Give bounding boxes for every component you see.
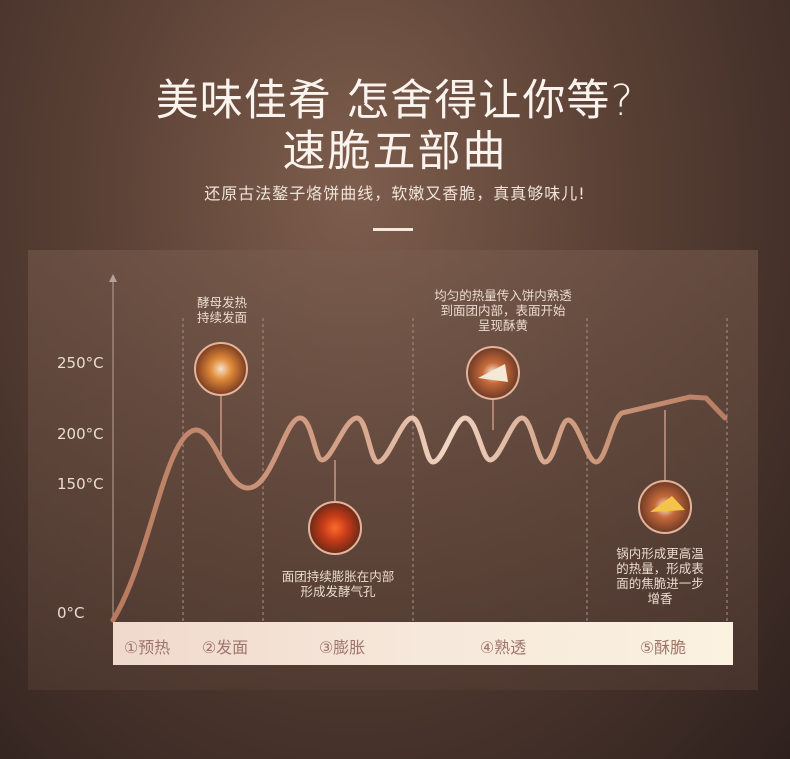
y-tick-200: 200°C xyxy=(57,425,104,443)
note-expand: 面团持续膨胀在内部 形成发酵气孔 xyxy=(281,569,395,599)
y-tick-0: 0°C xyxy=(57,604,85,622)
callout-circle-expand xyxy=(308,501,362,555)
callout-circle-rise xyxy=(194,342,248,396)
stage-crisp: ⑤酥脆 xyxy=(639,638,687,657)
y-tick-150: 150°C xyxy=(57,475,104,493)
note-rise: 酵母发热 持续发面 xyxy=(196,295,247,325)
note-cook: 均匀的热量传入饼内熟透 到面团内部，表面开始 呈现酥黄 xyxy=(434,288,572,333)
stage-rise: ②发面 xyxy=(201,638,249,657)
stage-dividers xyxy=(182,318,728,622)
y-axis-arrow-icon xyxy=(109,274,117,282)
stage-preheat: ①预热 xyxy=(123,638,171,657)
temperature-curve xyxy=(110,394,728,623)
title-line-2: 速脆五部曲 xyxy=(282,127,508,177)
note-crisp: 锅内形成更高温 的热量，形成表 面的焦脆进一步 增香 xyxy=(616,546,704,606)
title-line-1: 美味佳肴 怎舍得让你等? xyxy=(155,76,635,126)
stage-cook: ④熟透 xyxy=(479,638,527,657)
subtitle: 还原古法鏊子烙饼曲线，软嫩又香脆，真真够味儿! xyxy=(204,184,586,203)
stage-bar xyxy=(113,622,733,665)
divider xyxy=(373,228,413,231)
callout-circle-cook xyxy=(466,346,520,400)
y-tick-250: 250°C xyxy=(57,354,104,372)
diagram-panel xyxy=(28,250,758,690)
stage-expand: ③膨胀 xyxy=(318,638,366,657)
callout-circle-crisp xyxy=(638,480,692,534)
